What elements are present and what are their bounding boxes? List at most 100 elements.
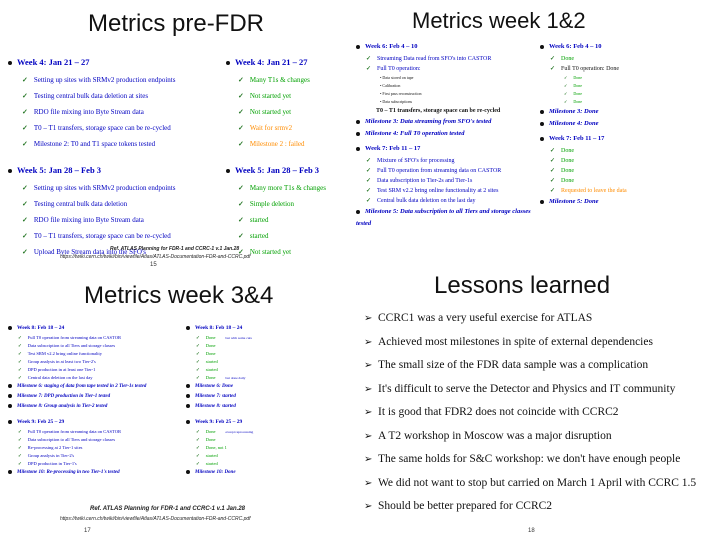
task-item: ✓ Central data deletion on the last day	[8, 374, 186, 382]
slide-title: Metrics week 1&2	[412, 8, 586, 33]
checkmark-icon: ✓	[196, 351, 200, 356]
checkmark-icon: ✓	[18, 429, 22, 434]
milestone-text: Milestone 8: Group analysis in Tier-2 te…	[17, 404, 108, 409]
week-label: Week 4: Jan 21 – 27	[235, 57, 308, 67]
week-heading: Week 5: Jan 28 – Feb 3	[226, 160, 350, 180]
page-number: 17	[84, 528, 91, 534]
task-item: ✓ Full T0 operation from streaming data o…	[356, 166, 540, 176]
arrow-bullet-icon: ➢	[364, 407, 373, 418]
checkmark-icon: ✓	[22, 248, 28, 256]
task-text: Done	[205, 437, 216, 442]
task-item: ✓ started	[186, 452, 350, 460]
lesson-item: ➢ CCRC1 was a very useful exercise for AT…	[364, 312, 592, 324]
checkmark-icon: ✓	[22, 92, 28, 100]
lesson-item: ➢ It is good that FDR2 does not coincide …	[364, 406, 619, 418]
week-label: Week 6: Feb 4 – 10	[549, 43, 602, 50]
week-heading: Week 9: Feb 25 – 29	[186, 416, 350, 428]
task-text: Not started yet	[249, 108, 292, 116]
task-item: ✓ Not started yet	[226, 104, 350, 120]
checkmark-icon: ✓	[22, 232, 28, 240]
slide-lessons-learned: Lessons learned ➢ CCRC1 was a very useful…	[352, 272, 720, 540]
task-item: ✓ Wait for srmv2	[226, 120, 350, 136]
milestone-row: Milestone 7: DPD production in Tier-1 te…	[8, 392, 186, 402]
bullet-dot	[8, 403, 12, 408]
checkmark-icon: ✓	[238, 200, 244, 208]
arrow-bullet-icon: ➢	[364, 454, 373, 465]
bullet-dot	[8, 469, 12, 474]
task-item: ✓ RDO file mixing into Byte Stream data	[8, 104, 226, 120]
checkmark-icon: ✓	[22, 124, 28, 132]
slide-metrics-week-1-2: Metrics week 1&2 Week 6: Feb 4 – 10 ✓ Stre…	[352, 0, 720, 270]
lesson-item: ➢ Should be better prepared for CCRC2	[364, 500, 552, 512]
milestone-text: Milestone 7: started	[195, 394, 236, 399]
checkmark-icon: ✓	[564, 99, 568, 104]
task-text: started	[205, 367, 218, 372]
task-item: ✓ Done	[186, 436, 350, 444]
milestone-text: Milestone 5: Done	[549, 198, 599, 205]
task-note: but with some cuts	[225, 336, 252, 340]
task-item: ✓ Full T0 operation from streaming data o…	[8, 334, 186, 342]
subtask-text: First pass reconstruction	[382, 91, 422, 96]
left-column: Week 6: Feb 4 – 10 ✓ Streaming Data read f…	[356, 40, 540, 230]
milestone-text: Milestone 8: started	[195, 404, 236, 409]
task-item: ✓ Data subscription to all Tiers and stor…	[8, 342, 186, 350]
arrow-bullet-icon: ➢	[364, 430, 373, 442]
checkmark-icon: ✓	[238, 140, 244, 148]
sub-bullet: •	[380, 75, 383, 80]
milestone-text: Milestone 5: Data subscription to all Ti…	[356, 208, 531, 227]
sub-bullet: •	[380, 99, 383, 104]
reference-note: Ref. ATLAS Planning for FDR-1 and CCRC-1…	[110, 246, 240, 252]
slide-metrics-week-3-4: Metrics week 3&4 Week 8: Feb 18 – 24 ✓ Ful…	[0, 272, 350, 540]
bullet-dot	[8, 419, 12, 424]
task-item: ✓ Re-processing at 2 Tier-1 sites	[8, 444, 186, 452]
bullet-dot	[8, 325, 12, 330]
task-text: Many T1s & changes	[249, 76, 310, 84]
task-item: ✓ Done	[540, 166, 720, 176]
task-text: Mixture of SFO's for processing	[377, 158, 455, 164]
task-item: ✓ Done	[540, 156, 720, 166]
task-text: started	[205, 453, 218, 458]
milestone-text: Milestone 7: DPD production in Tier-1 te…	[17, 394, 111, 399]
checkmark-icon: ✓	[18, 367, 22, 372]
slide-title: Metrics pre-FDR	[88, 10, 265, 37]
task-item: ✓ Full T0 operation:	[356, 64, 540, 74]
task-text: Done	[205, 343, 216, 348]
bullet-dot	[186, 383, 190, 388]
task-text: Setting up sites with SRMv2 production e…	[33, 76, 176, 84]
lesson-text: It's difficult to serve the Detector and…	[378, 382, 676, 395]
week-label: Week 8: Feb 18 – 24	[195, 325, 243, 331]
week-heading: Week 9: Feb 25 – 29	[8, 416, 186, 428]
sub-bullet: •	[380, 91, 383, 96]
task-item: ✓ Setting up sites with SRMv2 production …	[8, 72, 226, 88]
task-text: Testing central bulk data deletion at si…	[33, 92, 149, 100]
lesson-text: It is good that FDR2 does not coincide w…	[378, 406, 619, 418]
task-text: Full T0 operation:	[377, 66, 421, 72]
task-text: Testing central bulk data deletion	[33, 200, 128, 208]
bullet-dot	[540, 199, 544, 204]
task-text: Done	[205, 429, 216, 434]
checkmark-icon: ✓	[18, 351, 22, 356]
milestone-text: Milestone 10: Re-processing in two Tier-…	[17, 470, 120, 475]
checkmark-icon: ✓	[238, 76, 244, 84]
task-item: ✓ started	[186, 366, 350, 374]
subtask-item: • Data stored on tape	[356, 74, 540, 82]
week-label: Week 7: Feb 11 – 17	[549, 135, 605, 142]
subtask-text: Calibration	[382, 83, 401, 88]
week-heading: Week 5: Jan 28 – Feb 3	[8, 160, 226, 180]
week-label: Week 6: Feb 4 – 10	[365, 43, 418, 50]
task-item: ✓ Full T0 operation from streaming data o…	[8, 428, 186, 436]
checkmark-icon: ✓	[550, 66, 556, 72]
milestone-row: Milestone 4: Done	[540, 118, 720, 130]
milestone-row: Milestone 10: Done	[186, 468, 350, 478]
task-note: but done daily	[225, 376, 246, 380]
subtask-item: ✓ Done	[540, 74, 720, 82]
arrow-bullet-icon: ➢	[364, 336, 373, 348]
task-text: Test SRM v2.2 bring online functionality…	[377, 188, 499, 194]
task-item: ✓ started	[226, 212, 350, 228]
lesson-item: ➢ Achieved most milestones in spite of ex…	[364, 336, 653, 348]
checkmark-icon: ✓	[238, 184, 244, 192]
bullet-dot	[8, 61, 12, 66]
task-text: T0 – T1 transfers, storage space can be …	[33, 232, 171, 240]
task-text: Central bulk data deletion on the last d…	[377, 198, 476, 204]
checkmark-icon: ✓	[238, 92, 244, 100]
